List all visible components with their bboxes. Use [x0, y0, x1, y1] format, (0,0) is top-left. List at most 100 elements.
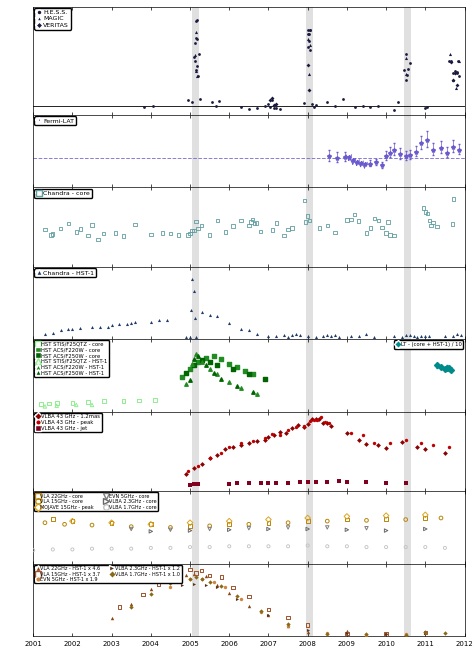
Point — [343, 428, 351, 438]
Bar — [404, 491, 411, 563]
Point — [186, 517, 194, 528]
Point — [264, 517, 272, 528]
Bar — [192, 187, 200, 267]
Point — [194, 351, 201, 362]
Point — [343, 627, 351, 638]
Point — [449, 75, 456, 86]
Point — [449, 331, 456, 341]
Point — [326, 418, 333, 428]
Point — [312, 100, 319, 110]
Legend: H.E.S.S., MAGIC, VERITAS: H.E.S.S., MAGIC, VERITAS — [35, 8, 71, 30]
Point — [271, 102, 278, 113]
Point — [284, 522, 292, 532]
Point — [305, 29, 313, 40]
Point — [249, 387, 256, 397]
Point — [402, 330, 410, 340]
Point — [131, 219, 139, 229]
Bar — [192, 412, 200, 491]
Point — [383, 525, 390, 536]
Point — [284, 621, 292, 631]
Point — [308, 414, 315, 424]
Point — [178, 372, 186, 382]
Point — [314, 415, 321, 425]
Point — [69, 324, 76, 335]
Point — [237, 438, 245, 448]
Point — [284, 621, 292, 631]
Point — [306, 416, 313, 426]
Point — [190, 568, 198, 579]
Point — [194, 71, 201, 82]
Point — [398, 331, 406, 342]
Point — [249, 369, 256, 380]
Point — [108, 614, 115, 624]
Point — [261, 374, 268, 384]
Point — [245, 541, 253, 552]
Point — [49, 513, 56, 524]
Point — [331, 101, 339, 111]
Point — [351, 209, 358, 219]
Point — [245, 220, 253, 231]
Point — [304, 513, 311, 523]
Point — [323, 418, 331, 428]
Point — [284, 619, 292, 629]
Point — [390, 331, 398, 341]
Point — [269, 428, 276, 439]
Point — [323, 97, 331, 107]
Point — [190, 360, 198, 371]
Point — [284, 517, 292, 528]
Point — [310, 415, 317, 425]
Point — [426, 330, 433, 341]
Point — [312, 476, 319, 487]
Point — [69, 397, 76, 408]
Point — [280, 231, 288, 241]
Point — [312, 331, 319, 342]
Point — [249, 436, 256, 447]
Point — [331, 330, 339, 340]
Point — [318, 412, 325, 422]
Point — [192, 217, 200, 227]
Point — [233, 381, 241, 391]
Point — [304, 540, 311, 551]
Point — [218, 374, 225, 384]
Point — [221, 227, 229, 237]
Point — [441, 542, 449, 553]
Point — [147, 229, 155, 239]
Point — [119, 231, 127, 241]
Point — [128, 521, 135, 532]
Point — [186, 574, 194, 585]
Point — [119, 396, 127, 407]
Bar — [404, 7, 411, 115]
Legend: Chandra - core: Chandra - core — [35, 188, 92, 198]
Point — [191, 55, 199, 66]
Point — [214, 369, 221, 380]
Point — [284, 477, 292, 488]
Point — [76, 224, 84, 235]
Point — [321, 416, 329, 427]
Point — [426, 215, 433, 225]
Point — [306, 215, 313, 226]
Point — [264, 610, 272, 620]
Point — [216, 96, 223, 106]
Point — [206, 577, 213, 587]
Point — [433, 221, 441, 231]
Point — [383, 228, 390, 239]
Point — [457, 330, 465, 340]
Point — [423, 102, 431, 113]
Point — [363, 228, 370, 239]
Point — [249, 214, 256, 225]
Point — [128, 524, 135, 534]
Point — [218, 581, 225, 592]
Point — [363, 476, 370, 487]
Point — [257, 478, 264, 489]
Point — [155, 315, 163, 326]
Point — [198, 573, 206, 584]
Point — [206, 357, 213, 367]
Point — [191, 66, 199, 76]
Point — [383, 442, 390, 453]
Point — [402, 629, 410, 639]
Point — [147, 526, 155, 536]
Bar — [192, 563, 200, 636]
Point — [394, 97, 401, 107]
Point — [366, 101, 374, 112]
Point — [206, 524, 213, 534]
